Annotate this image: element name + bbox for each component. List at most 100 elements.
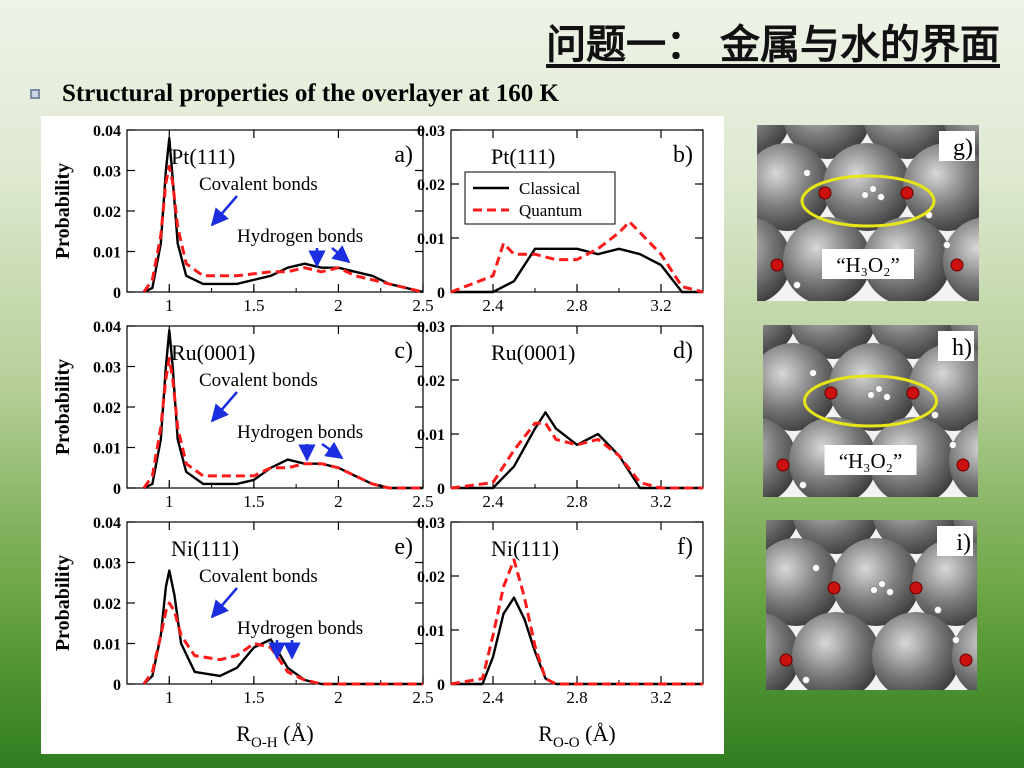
series-line-classical-b	[451, 247, 703, 294]
hydrogen-bonds-label-c: Hydrogen bonds	[237, 422, 363, 443]
probability-figure: 1 1.5 2 2.5 0 0.01 0.02 0.03 0.04 Pt(111) a) Probab…	[41, 116, 724, 754]
y-tick-label-e: 0.03	[93, 556, 121, 573]
hydrogen-atom	[943, 241, 951, 249]
y-tick-label-f: 0.03	[417, 515, 445, 532]
panel-letter-bg	[937, 526, 973, 556]
oxygen-atom	[776, 458, 790, 472]
x-tick-label-e: 2.5	[412, 688, 433, 707]
hydrogen-atom	[934, 606, 942, 614]
x-tick-label-d: 2.8	[566, 492, 587, 511]
y-tick-label-b: 0.03	[417, 123, 445, 140]
y-tick-label-f: 0	[437, 677, 445, 694]
h3o2-ellipse	[800, 174, 936, 228]
metal-atom	[823, 143, 911, 231]
x-tick-label-a: 2.5	[412, 296, 433, 315]
series-line-quantum-c	[142, 356, 423, 490]
x-axis-label-roo: RO-O (Å)	[538, 721, 615, 751]
oxygen-atom	[818, 186, 832, 200]
hydrogen-atom	[799, 481, 807, 489]
x-tick-label-f: 3.2	[650, 688, 671, 707]
metal-atom	[792, 612, 880, 690]
metal-atom	[763, 418, 797, 497]
hydrogen-atom	[869, 185, 877, 193]
x-tick-label-f: 2.4	[482, 688, 504, 707]
surface-label-a: Pt(111)	[171, 144, 235, 169]
h3o2-ellipse	[803, 374, 938, 428]
legend-label-quantum: Quantum	[519, 201, 582, 220]
metal-atom	[763, 343, 837, 431]
h3o2-annotation: “H₃O₂”	[839, 449, 903, 473]
x-tick-label-b: 3.2	[650, 296, 671, 315]
y-tick-label-b: 0.02	[417, 177, 445, 194]
x-tick-label-a: 1.5	[243, 296, 264, 315]
hydrogen-bonds-label-e: Hydrogen bonds	[237, 618, 363, 639]
hydrogen-atom	[802, 676, 810, 684]
x-tick-label-e: 2	[334, 688, 343, 707]
snapshot-h: “H₃O₂” h)	[763, 325, 978, 497]
y-tick-label-e: 0.02	[93, 596, 121, 613]
y-tick-label-b: 0.01	[417, 231, 445, 248]
metal-atom	[949, 419, 978, 497]
covalent-arrow-e	[210, 587, 238, 619]
oxygen-atom	[827, 581, 841, 595]
metal-atom	[912, 538, 977, 626]
y-tick-label-e: 0.01	[93, 637, 121, 654]
x-tick-label-e: 1.5	[243, 688, 264, 707]
legend-box	[464, 171, 616, 225]
x-tick-label-c: 1	[165, 492, 174, 511]
y-axis-label-c: Probability	[52, 359, 74, 455]
metal-atom	[832, 538, 920, 626]
series-line-classical-d	[451, 411, 703, 490]
y-tick-label-c: 0.04	[93, 319, 121, 336]
y-tick-label-d: 0	[437, 481, 445, 498]
hydrogen-bonds-label-a: Hydrogen bonds	[237, 226, 363, 247]
series-line-quantum-d	[450, 421, 703, 490]
snapshot-panel-letter: g)	[953, 135, 973, 161]
metal-atom	[757, 143, 831, 231]
metal-atom	[909, 343, 978, 431]
hbond-arrow-a2	[331, 245, 351, 264]
y-axis-label-e: Probability	[52, 555, 74, 651]
covalent-bonds-label-e: Covalent bonds	[199, 566, 318, 587]
covalent-arrow-c	[210, 391, 238, 423]
hydrogen-atom	[803, 169, 811, 177]
legend-label-classical: Classical	[519, 179, 581, 198]
h3o2-annotation: “H₃O₂”	[836, 253, 900, 277]
surface-label-c: Ru(0001)	[171, 340, 255, 365]
x-axis-label-roh: RO-H (Å)	[236, 721, 313, 751]
covalent-bonds-label-c: Covalent bonds	[199, 370, 318, 391]
hydrogen-atom	[809, 369, 817, 377]
covalent-arrow-a	[210, 195, 238, 227]
hydrogen-atom	[952, 636, 960, 644]
panel-letter-b: b)	[673, 142, 693, 168]
y-tick-label-d: 0.01	[417, 427, 445, 444]
hydrogen-atom	[793, 281, 801, 289]
hydrogen-atom	[875, 385, 883, 393]
surface-snapshot-i: i)	[766, 520, 977, 690]
plot-frame-f	[450, 521, 704, 685]
panel-letter-bg	[938, 331, 974, 361]
hydrogen-atom	[867, 391, 875, 399]
hydrogen-atom	[886, 588, 894, 596]
square-bullet-icon	[30, 89, 40, 99]
hydrogen-atom	[931, 411, 939, 419]
x-tick-label-c: 1.5	[243, 492, 264, 511]
panel-letter-c: c)	[394, 338, 413, 364]
series-line-classical-a	[143, 136, 424, 294]
y-tick-label-a: 0.02	[93, 204, 121, 221]
oxygen-atom	[779, 653, 793, 667]
y-tick-label-d: 0.03	[417, 319, 445, 336]
x-tick-label-a: 1	[165, 296, 174, 315]
surface-label-d: Ru(0001)	[491, 340, 575, 365]
panel-letter-e: e)	[394, 534, 413, 560]
y-tick-label-f: 0.01	[417, 623, 445, 640]
hydrogen-atom	[870, 586, 878, 594]
y-tick-label-a: 0.01	[93, 245, 121, 262]
x-tick-label-d: 3.2	[650, 492, 671, 511]
surface-snapshot-g: “H₃O₂” g)	[757, 125, 979, 301]
metal-atom	[766, 613, 800, 690]
series-line-quantum-e	[142, 601, 423, 686]
y-tick-label-d: 0.02	[417, 373, 445, 390]
panel-letter-bg	[939, 131, 975, 161]
